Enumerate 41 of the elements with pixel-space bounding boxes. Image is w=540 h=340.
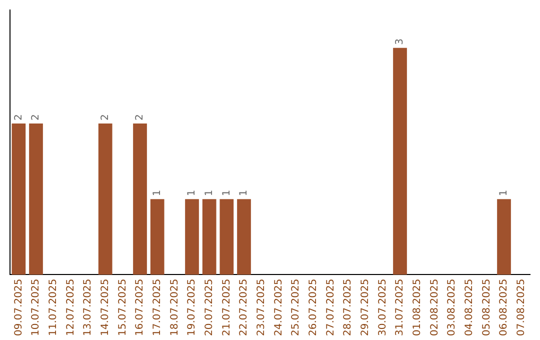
x-tick-label: 07.08.2025	[516, 278, 527, 336]
x-tick-label: 10.07.2025	[30, 278, 42, 336]
x-tick-label: 23.07.2025	[256, 278, 267, 336]
x-tick-label: 13.07.2025	[82, 278, 94, 336]
x-tick-label: 31.07.2025	[394, 278, 406, 336]
x-tick-label: 06.08.2025	[498, 278, 510, 336]
x-tick-label: 03.08.2025	[446, 278, 458, 336]
x-tick-label: 14.07.2025	[100, 278, 111, 336]
data-label: 1	[498, 190, 510, 196]
x-tick-label: 01.08.2025	[412, 278, 423, 336]
x-tick-label: 30.07.2025	[377, 278, 388, 336]
x-tick-label: 09.07.2025	[13, 278, 24, 336]
x-tick-label: 12.07.2025	[65, 278, 76, 336]
data-label: 2	[13, 114, 24, 120]
x-tick-label: 15.07.2025	[117, 278, 128, 336]
data-label: 2	[30, 114, 42, 120]
x-tick-label: 22.07.2025	[238, 278, 250, 336]
x-tick-label: 26.07.2025	[308, 278, 319, 336]
data-label: 1	[152, 190, 163, 196]
x-tick-label: 05.08.2025	[481, 278, 492, 336]
x-tick-label: 28.07.2025	[342, 278, 354, 336]
x-tick-label: 25.07.2025	[290, 278, 302, 336]
data-label: 1	[204, 190, 215, 196]
data-label: 1	[186, 190, 198, 196]
data-label: 1	[238, 190, 250, 196]
x-tick-label: 04.08.2025	[464, 278, 475, 336]
data-label: 1	[221, 190, 232, 196]
x-tick-label: 29.07.2025	[360, 278, 371, 336]
x-tick-label: 16.07.2025	[134, 278, 146, 336]
x-tick-label: 11.07.2025	[48, 278, 59, 336]
x-tick-label: 18.07.2025	[169, 278, 180, 336]
data-label: 2	[134, 114, 146, 120]
data-label: 2	[100, 114, 111, 120]
data-label: 3	[394, 38, 406, 45]
x-tick-label: 19.07.2025	[186, 278, 198, 336]
x-tick-label: 17.07.2025	[152, 278, 163, 336]
x-tick-label: 21.07.2025	[221, 278, 232, 336]
x-tick-label: 27.07.2025	[325, 278, 336, 336]
x-tick-label: 20.07.2025	[204, 278, 215, 336]
x-tick-label: 24.07.2025	[273, 278, 284, 336]
x-tick-label: 02.08.2025	[429, 278, 440, 336]
